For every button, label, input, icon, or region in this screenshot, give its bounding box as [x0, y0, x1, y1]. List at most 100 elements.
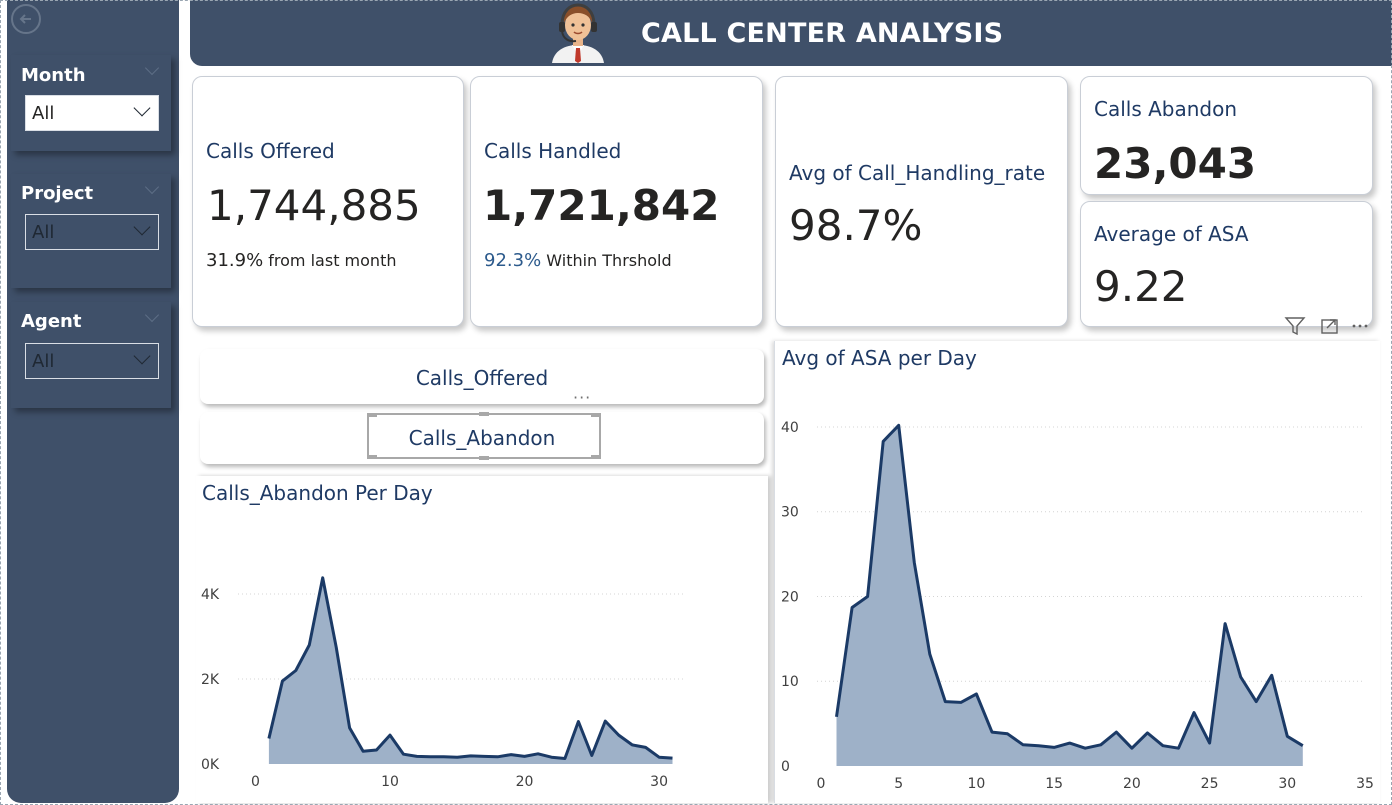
chevron-down-icon[interactable] [144, 179, 160, 195]
data-point [1254, 700, 1258, 704]
data-point [928, 652, 932, 656]
data-point [617, 733, 621, 737]
card-calls-abandon: Calls Abandon 23,043 [1080, 76, 1373, 195]
data-point [455, 755, 459, 759]
card-value: 23,043 [1094, 139, 1257, 188]
card-sub-label: Within Thrshold [546, 251, 672, 270]
data-point [496, 755, 500, 759]
card-calls-handled: Calls Handled 1,721,842 92.3% Within Thr… [470, 76, 763, 327]
data-point [1068, 741, 1072, 745]
avg-asa-area-chart: 0 10 20 30 40 0 5 10 15 20 25 30 35 [781, 420, 1374, 792]
calls-abandon-per-day-chart: Calls_Abandon Per Day 0K 2K 4K 0 10 20 30 [196, 476, 768, 803]
selection-box [367, 412, 601, 460]
y-tick-label: 2K [201, 672, 220, 688]
data-point [1021, 743, 1025, 747]
slicer-month: Month All [11, 55, 171, 151]
data-point [388, 733, 392, 737]
series-line [835, 423, 1304, 750]
calls-abandon-area-chart: 0K 2K 4K 0 10 20 30 [201, 576, 686, 790]
data-point [630, 743, 634, 747]
more-options-icon[interactable] [1352, 324, 1368, 328]
page-title: CALL CENTER ANALYSIS [641, 18, 1004, 49]
card-title: Average of ASA [1094, 222, 1249, 246]
data-point [294, 669, 298, 673]
data-point [850, 606, 854, 610]
data-point [644, 745, 648, 749]
data-point [428, 755, 432, 759]
calls-abandon-button[interactable]: Calls_Abandon [200, 412, 764, 464]
data-point [1208, 741, 1212, 745]
slicer-month-value: All [32, 103, 55, 124]
slicer-agent-title: Agent [21, 311, 82, 332]
data-point [1270, 673, 1274, 677]
resize-handle[interactable] [591, 455, 601, 459]
x-tick-label: 0 [817, 776, 826, 792]
data-point [563, 757, 567, 761]
more-options-icon[interactable]: ··· [573, 388, 592, 407]
resize-handle[interactable] [367, 455, 377, 459]
data-point [974, 692, 978, 696]
data-point [835, 715, 839, 719]
y-tick-label: 30 [781, 505, 799, 521]
data-point [334, 645, 338, 649]
card-average-asa: Average of ASA 9.22 [1080, 201, 1373, 327]
data-point [348, 726, 352, 730]
x-tick-label: 30 [1278, 776, 1296, 792]
resize-handle[interactable] [367, 413, 377, 417]
data-point [1099, 743, 1103, 747]
slicer-agent-dropdown[interactable]: All [25, 343, 159, 379]
x-tick-label: 5 [894, 776, 903, 792]
data-point [897, 423, 901, 427]
card-subtitle: 92.3% Within Thrshold [484, 250, 672, 271]
card-sub-value: 92.3% [484, 250, 542, 271]
resize-handle[interactable] [591, 413, 601, 417]
data-point [1114, 730, 1118, 734]
data-point [442, 755, 446, 759]
chart-title: Calls_Abandon Per Day [202, 481, 433, 505]
data-point [375, 748, 379, 752]
data-point [576, 720, 580, 724]
data-point [307, 643, 311, 647]
calls-offered-button[interactable]: Calls_Offered [200, 349, 764, 404]
chevron-down-icon[interactable] [144, 60, 160, 76]
data-point [866, 595, 870, 599]
slicer-project: Project All [11, 174, 171, 288]
data-point [469, 754, 473, 758]
x-tick-label: 20 [1123, 776, 1141, 792]
series-area [836, 425, 1303, 766]
slicer-project-dropdown[interactable]: All [25, 214, 159, 250]
x-tick-label: 10 [968, 776, 986, 792]
x-tick-label: 35 [1356, 776, 1374, 792]
chevron-down-icon [133, 347, 151, 365]
x-tick-label: 30 [650, 774, 668, 790]
filter-icon[interactable] [1284, 317, 1306, 336]
visual-header-icons [1284, 317, 1368, 336]
data-point [657, 755, 661, 759]
resize-handle[interactable] [479, 456, 489, 460]
chart-title: Avg of ASA per Day [782, 346, 977, 370]
card-title: Avg of Call_Handling_rate [789, 161, 1046, 185]
data-point [959, 700, 963, 704]
data-point [590, 754, 594, 758]
data-point [321, 576, 325, 580]
y-tick-label: 0K [201, 757, 220, 773]
data-point [267, 737, 271, 741]
data-point [536, 752, 540, 756]
slicer-agent-value: All [32, 351, 55, 372]
card-subtitle: 31.9% from last month [206, 250, 396, 271]
slicer-month-dropdown[interactable]: All [25, 95, 159, 131]
slicer-project-value: All [32, 222, 55, 243]
chevron-down-icon [133, 99, 151, 117]
back-arrow-icon[interactable] [11, 4, 41, 34]
data-point [509, 753, 513, 757]
data-point [1177, 746, 1181, 750]
focus-mode-icon[interactable] [1321, 319, 1338, 334]
data-point [881, 439, 885, 443]
chevron-down-icon[interactable] [144, 307, 160, 323]
data-point [1145, 731, 1149, 735]
card-title: Calls Abandon [1094, 97, 1238, 121]
y-tick-label: 10 [781, 674, 799, 690]
data-point [415, 754, 419, 758]
data-point [943, 700, 947, 704]
resize-handle[interactable] [479, 412, 489, 416]
